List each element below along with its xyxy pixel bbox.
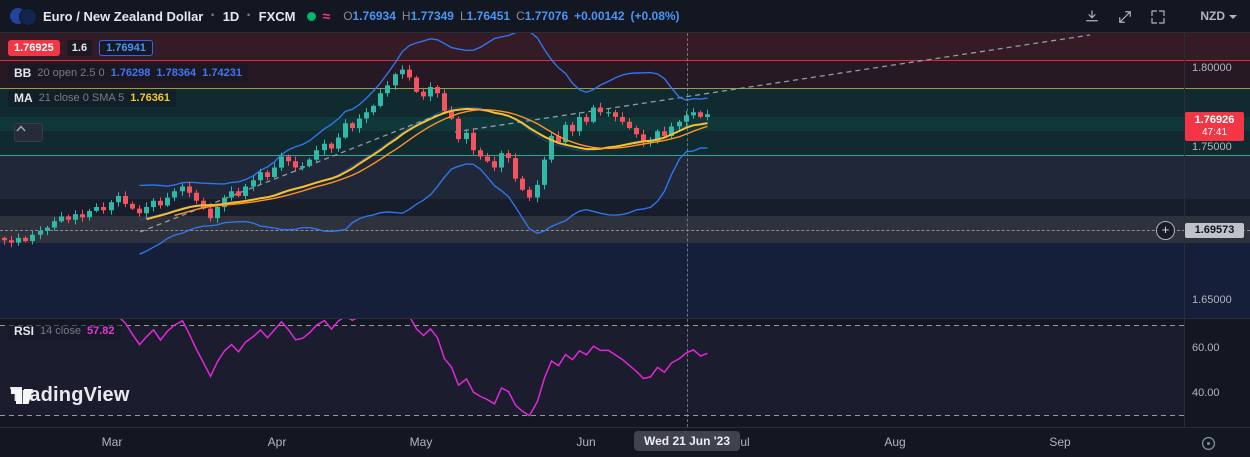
- currency-unit-toggle[interactable]: NZD: [1200, 9, 1237, 23]
- rsi-indicator-row[interactable]: RSI 14 close 57.82: [8, 322, 121, 340]
- axis-separator: [1184, 0, 1185, 457]
- open-value: 1.76934: [352, 9, 396, 23]
- month-label: Sep: [1049, 435, 1071, 449]
- chevron-down-icon: [1229, 14, 1237, 19]
- low-label: L: [459, 9, 467, 23]
- bb-upper-value: 1.78364: [156, 67, 197, 79]
- month-label: Jun: [576, 435, 596, 449]
- market-status-dot-icon: [306, 11, 316, 21]
- interval-label[interactable]: 1D: [222, 8, 240, 24]
- bb-basis-value: 1.76298: [110, 67, 151, 79]
- alert-mid-label: 1.6: [66, 40, 93, 56]
- rsi-value: 57.82: [87, 325, 115, 337]
- fullscreen-icon: [1150, 9, 1165, 24]
- resize-button[interactable]: [1112, 4, 1137, 29]
- rsi-pane: RSI 14 close 57.82 TradingView: [0, 318, 1184, 427]
- price-chart-canvas[interactable]: [0, 33, 1184, 318]
- currency-label: NZD: [1200, 9, 1225, 23]
- crosshair-date-badge: Wed 21 Jun '23: [634, 431, 740, 451]
- price-label: 1.80000: [1192, 62, 1232, 74]
- price-pane: 1.76925 1.6 1.76941 BB 20 open 2.5 0 1.7…: [0, 33, 1184, 318]
- collapse-legend-button[interactable]: [14, 123, 43, 142]
- title-separator: ·: [210, 7, 216, 24]
- rsi-scale-label: 40.00: [1192, 387, 1220, 399]
- order-price-badge: 1.76941: [99, 40, 153, 56]
- bb-params: 20 open 2.5 0: [37, 67, 105, 79]
- month-label: Mar: [101, 435, 123, 449]
- title-separator: ·: [246, 7, 252, 24]
- price-axis[interactable]: 1.80000 1.75000 1.65000 1.76926 47:41 1.…: [1185, 33, 1250, 427]
- rsi-scale-label: 60.00: [1192, 342, 1220, 354]
- diagonal-arrows-icon: [1118, 10, 1131, 23]
- bb-indicator-row[interactable]: BB 20 open 2.5 0 1.76298 1.78364 1.74231: [8, 64, 248, 82]
- toolbar: Euro / New Zealand Dollar · 1D · FXCM ≈ …: [0, 0, 1250, 33]
- alert-levels-row[interactable]: 1.76925 1.6 1.76941: [8, 39, 248, 57]
- symbol-title[interactable]: Euro / New Zealand Dollar: [43, 8, 204, 24]
- time-axis[interactable]: Mar Apr May Jun Jul Aug Sep Wed 21 Jun '…: [0, 427, 1250, 457]
- pane-separator[interactable]: [0, 318, 1250, 319]
- high-value: 1.77349: [410, 9, 454, 23]
- close-label: C: [516, 9, 525, 23]
- gear-icon: [1201, 436, 1215, 450]
- symbol-pair-logo-icon: [10, 7, 37, 26]
- bb-lower-value: 1.74231: [202, 67, 242, 79]
- month-label: Apr: [267, 435, 287, 449]
- bb-name: BB: [14, 66, 32, 80]
- chevron-up-icon: [16, 125, 26, 132]
- ma-name: MA: [14, 91, 33, 105]
- tradingview-logo[interactable]: TradingView: [10, 384, 130, 407]
- ma-params: 21 close 0 SMA 5: [38, 92, 125, 104]
- price-label: 1.75000: [1192, 141, 1232, 153]
- current-price: 1.76926: [1194, 114, 1235, 126]
- bar-countdown: 47:41: [1201, 127, 1228, 138]
- ohlc-readout: O1.76934 H1.77349 L1.76451 C1.77076 +0.0…: [343, 9, 679, 23]
- alert-price-badge: 1.76925: [8, 40, 60, 56]
- ma-value: 1.76361: [130, 92, 171, 104]
- current-price-badge: 1.76926 47:41: [1185, 112, 1244, 141]
- rsi-chart-canvas[interactable]: [0, 318, 1184, 427]
- tradingview-mark-icon: [11, 389, 33, 404]
- price-label: 1.65000: [1192, 294, 1232, 306]
- rsi-params: 14 close: [40, 325, 81, 337]
- high-label: H: [401, 9, 411, 23]
- month-label: Aug: [884, 435, 906, 449]
- level-price-badge: 1.69573: [1185, 223, 1244, 238]
- wave-icon: ≈: [322, 8, 331, 24]
- low-value: 1.76451: [466, 9, 511, 23]
- download-button[interactable]: [1079, 4, 1104, 29]
- open-label: O: [343, 9, 353, 23]
- add-alert-plus-button[interactable]: +: [1156, 221, 1175, 240]
- tradingview-logo-text: TradingView: [10, 384, 130, 406]
- toolbar-actions: [1079, 4, 1170, 29]
- ma-indicator-row[interactable]: MA 21 close 0 SMA 5 1.76361: [8, 89, 248, 107]
- change-percent: (+0.08%): [630, 9, 680, 23]
- download-icon: [1085, 9, 1098, 21]
- exchange-label: FXCM: [258, 8, 296, 24]
- month-label: May: [409, 435, 433, 449]
- chart-legend: 1.76925 1.6 1.76941 BB 20 open 2.5 0 1.7…: [8, 39, 248, 114]
- axis-settings-button[interactable]: [1199, 434, 1217, 452]
- fullscreen-button[interactable]: [1145, 4, 1170, 29]
- close-value: 1.77076: [524, 9, 569, 23]
- rsi-name: RSI: [14, 324, 35, 338]
- change-value: +0.00142: [574, 9, 625, 23]
